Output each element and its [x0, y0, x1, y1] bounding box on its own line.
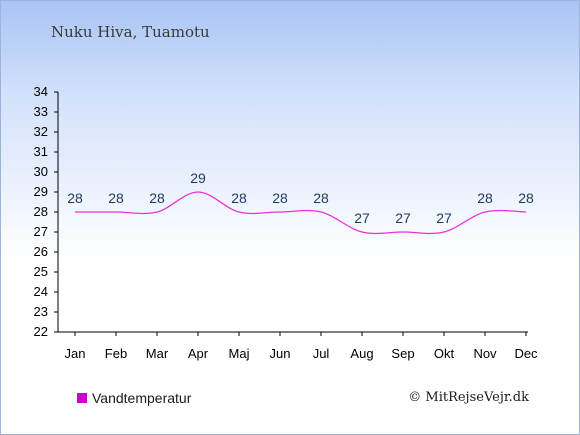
- y-tick-label: 22: [34, 324, 48, 339]
- data-label: 28: [272, 190, 288, 206]
- legend: Vandtemperatur: [77, 390, 191, 406]
- legend-swatch: [77, 393, 87, 403]
- x-tick-label: Sep: [391, 346, 414, 361]
- data-label: 28: [108, 190, 124, 206]
- x-tick-label: Mar: [146, 346, 169, 361]
- data-label: 29: [190, 170, 206, 186]
- y-tick-label: 24: [34, 284, 48, 299]
- y-tick-label: 33: [34, 104, 48, 119]
- chart-title: Nuku Hiva, Tuamotu: [51, 23, 210, 41]
- y-tick-label: 25: [34, 264, 48, 279]
- x-tick-label: Apr: [188, 346, 209, 361]
- data-label: 27: [395, 210, 411, 226]
- x-tick-label: Aug: [350, 346, 373, 361]
- data-label: 27: [354, 210, 370, 226]
- x-tick-label: Jan: [65, 346, 86, 361]
- x-tick-label: Feb: [105, 346, 127, 361]
- x-tick-label: Jul: [313, 346, 330, 361]
- y-tick-label: 34: [34, 84, 48, 99]
- data-label: 27: [436, 210, 452, 226]
- series-line-vandtemperatur: [74, 191, 527, 235]
- y-tick-label: 32: [34, 124, 48, 139]
- y-tick-label: 29: [34, 184, 48, 199]
- x-tick-label: Okt: [434, 346, 455, 361]
- y-tick-label: 28: [34, 204, 48, 219]
- data-label: 28: [231, 190, 247, 206]
- credit-text: © MitRejseVejr.dk: [408, 390, 529, 405]
- data-label: 28: [477, 190, 493, 206]
- legend-label: Vandtemperatur: [92, 390, 192, 406]
- x-tick-label: Maj: [229, 346, 250, 361]
- data-label: 28: [149, 190, 165, 206]
- y-tick-label: 30: [34, 164, 48, 179]
- data-label: 28: [67, 190, 83, 206]
- y-tick-label: 27: [34, 224, 48, 239]
- y-tick-label: 23: [34, 304, 48, 319]
- x-tick-label: Dec: [514, 346, 538, 361]
- x-tick-label: Jun: [270, 346, 291, 361]
- data-label: 28: [518, 190, 534, 206]
- y-tick-label: 31: [34, 144, 48, 159]
- x-tick-label: Nov: [473, 346, 497, 361]
- y-tick-label: 26: [34, 244, 48, 259]
- data-label: 28: [313, 190, 329, 206]
